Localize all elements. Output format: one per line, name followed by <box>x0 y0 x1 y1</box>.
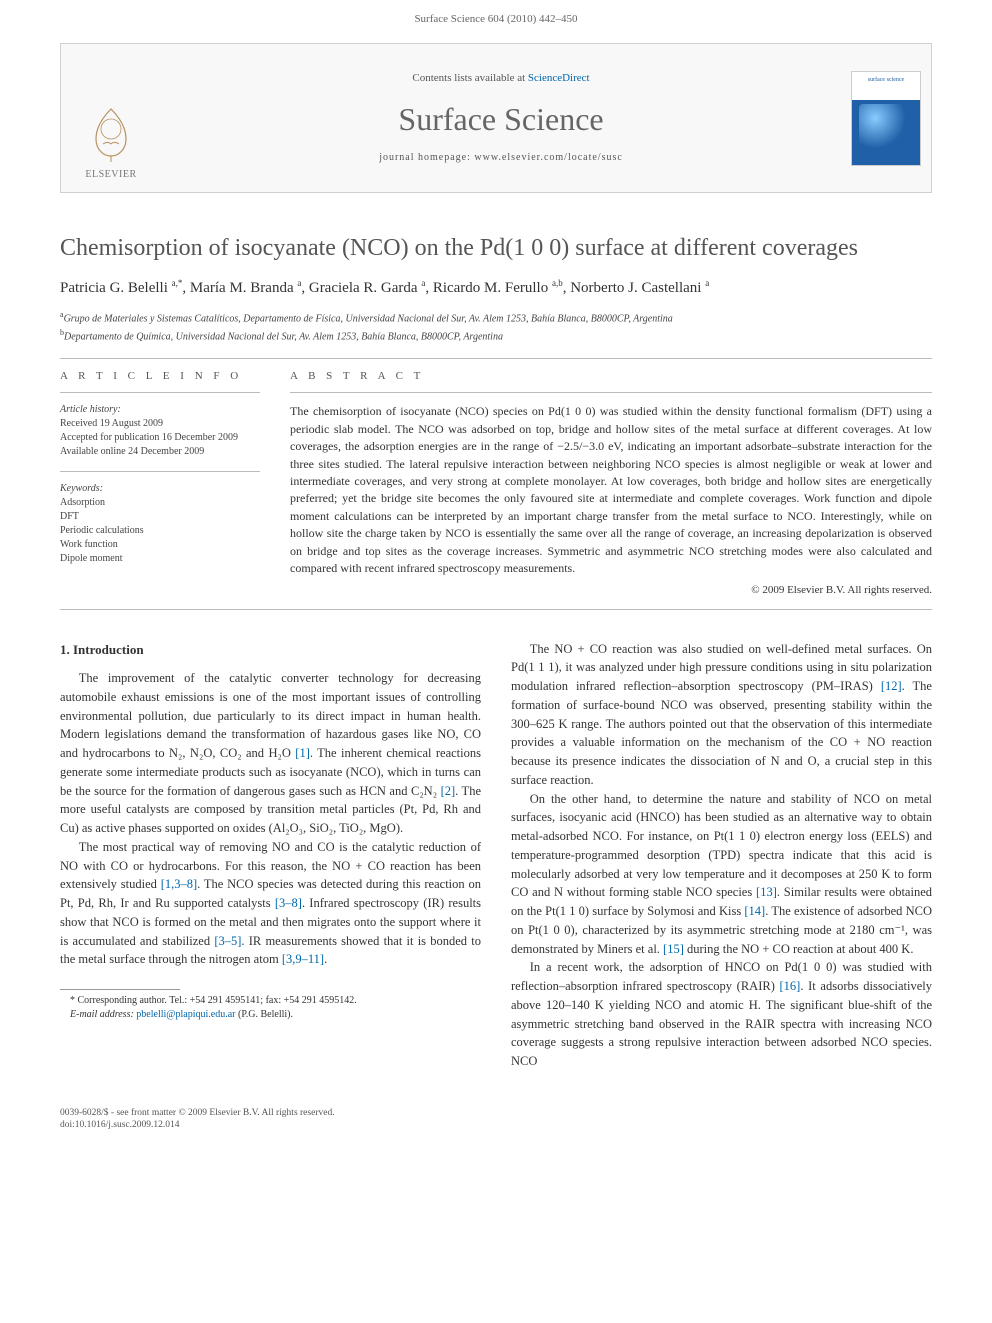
corresponding-author-footnote: * Corresponding author. Tel.: +54 291 45… <box>60 994 481 1008</box>
paragraph: On the other hand, to determine the natu… <box>511 790 932 959</box>
page-footer: 0039-6028/$ - see front matter © 2009 El… <box>0 1101 992 1152</box>
citation-ref[interactable]: [13] <box>756 885 777 899</box>
email-person: (P.G. Belelli). <box>238 1009 293 1020</box>
keyword: Adsorption <box>60 496 260 510</box>
citation-ref[interactable]: [16] <box>780 979 801 993</box>
info-abstract-row: A R T I C L E I N F O Article history: R… <box>60 369 932 599</box>
affiliation-a: aGrupo de Materiales y Sistemas Catalíti… <box>60 309 932 326</box>
keyword: Periodic calculations <box>60 524 260 538</box>
divider <box>60 358 932 359</box>
cover-thumb-wrap: surface science <box>841 44 931 192</box>
masthead-center: Contents lists available at ScienceDirec… <box>161 44 841 192</box>
affiliations: aGrupo de Materiales y Sistemas Catalíti… <box>60 309 932 344</box>
received-date: Received 19 August 2009 <box>60 417 260 431</box>
paragraph: The most practical way of removing NO an… <box>60 838 481 969</box>
email-footnote: E-mail address: pbelelli@plapiqui.edu.ar… <box>60 1008 481 1022</box>
citation-ref[interactable]: [3–8] <box>275 896 302 910</box>
citation-ref[interactable]: [1] <box>295 746 310 760</box>
abstract-copyright: © 2009 Elsevier B.V. All rights reserved… <box>290 583 932 598</box>
paragraph: The NO + CO reaction was also studied on… <box>511 640 932 790</box>
contents-prefix: Contents lists available at <box>412 72 527 84</box>
abstract-text: The chemisorption of isocyanate (NCO) sp… <box>290 403 932 577</box>
divider <box>60 392 260 393</box>
left-column: 1. Introduction The improvement of the c… <box>60 640 481 1071</box>
online-date: Available online 24 December 2009 <box>60 445 260 459</box>
publisher-block: ELSEVIER <box>61 44 161 192</box>
author-list: Patricia G. Belelli a,*, María M. Branda… <box>60 277 932 299</box>
author: Patricia G. Belelli a,* <box>60 280 182 296</box>
abstract: A B S T R A C T The chemisorption of iso… <box>290 369 932 599</box>
contents-available-line: Contents lists available at ScienceDirec… <box>412 71 589 86</box>
journal-homepage: journal homepage: www.elsevier.com/locat… <box>379 151 623 165</box>
paragraph: In a recent work, the adsorption of HNCO… <box>511 958 932 1071</box>
citation-ref[interactable]: [3,9–11] <box>282 952 324 966</box>
article-history: Article history: Received 19 August 2009… <box>60 403 260 459</box>
keyword: Dipole moment <box>60 552 260 566</box>
keyword: Work function <box>60 538 260 552</box>
citation-ref[interactable]: [2] <box>441 784 456 798</box>
two-column-body: 1. Introduction The improvement of the c… <box>60 640 932 1071</box>
journal-cover-thumb: surface science <box>851 71 921 166</box>
article-body: Chemisorption of isocyanate (NCO) on the… <box>0 213 992 1101</box>
author: Ricardo M. Ferullo a,b <box>433 280 563 296</box>
publisher-name: ELSEVIER <box>85 168 136 182</box>
accepted-date: Accepted for publication 16 December 200… <box>60 431 260 445</box>
affiliation-b: bDepartamento de Química, Universidad Na… <box>60 327 932 344</box>
right-column: The NO + CO reaction was also studied on… <box>511 640 932 1071</box>
journal-title: Surface Science <box>398 97 603 142</box>
divider <box>290 392 932 393</box>
keyword: DFT <box>60 510 260 524</box>
footer-doi: doi:10.1016/j.susc.2009.12.014 <box>60 1119 932 1131</box>
intro-heading: 1. Introduction <box>60 640 481 660</box>
paragraph: The improvement of the catalytic convert… <box>60 669 481 838</box>
author: Norberto J. Castellani a <box>570 280 709 296</box>
article-title: Chemisorption of isocyanate (NCO) on the… <box>60 233 932 263</box>
footnote-rule <box>60 989 180 990</box>
citation-ref[interactable]: [1,3–8] <box>161 877 197 891</box>
journal-masthead: ELSEVIER Contents lists available at Sci… <box>60 43 932 193</box>
author: María M. Branda a <box>190 280 301 296</box>
footer-front-matter: 0039-6028/$ - see front matter © 2009 El… <box>60 1107 932 1119</box>
email-link[interactable]: pbelelli@plapiqui.edu.ar <box>136 1009 235 1020</box>
keywords-label: Keywords: <box>60 482 260 496</box>
email-label: E-mail address: <box>70 1009 134 1020</box>
citation-ref[interactable]: [14] <box>744 904 765 918</box>
divider <box>60 609 932 610</box>
divider <box>60 471 260 472</box>
citation-ref[interactable]: [15] <box>663 942 684 956</box>
citation-ref[interactable]: [3–5] <box>214 934 241 948</box>
author: Graciela R. Garda a <box>309 280 425 296</box>
keywords-block: Keywords: Adsorption DFT Periodic calcul… <box>60 482 260 566</box>
abstract-heading: A B S T R A C T <box>290 369 932 384</box>
article-info-heading: A R T I C L E I N F O <box>60 369 260 384</box>
citation-ref[interactable]: [12] <box>881 679 902 693</box>
sciencedirect-link[interactable]: ScienceDirect <box>528 72 590 84</box>
running-header: Surface Science 604 (2010) 442–450 <box>0 0 992 35</box>
history-label: Article history: <box>60 403 260 417</box>
elsevier-tree-icon <box>81 104 141 164</box>
footnote-corr: * Corresponding author. Tel.: +54 291 45… <box>70 995 357 1006</box>
article-info: A R T I C L E I N F O Article history: R… <box>60 369 260 599</box>
